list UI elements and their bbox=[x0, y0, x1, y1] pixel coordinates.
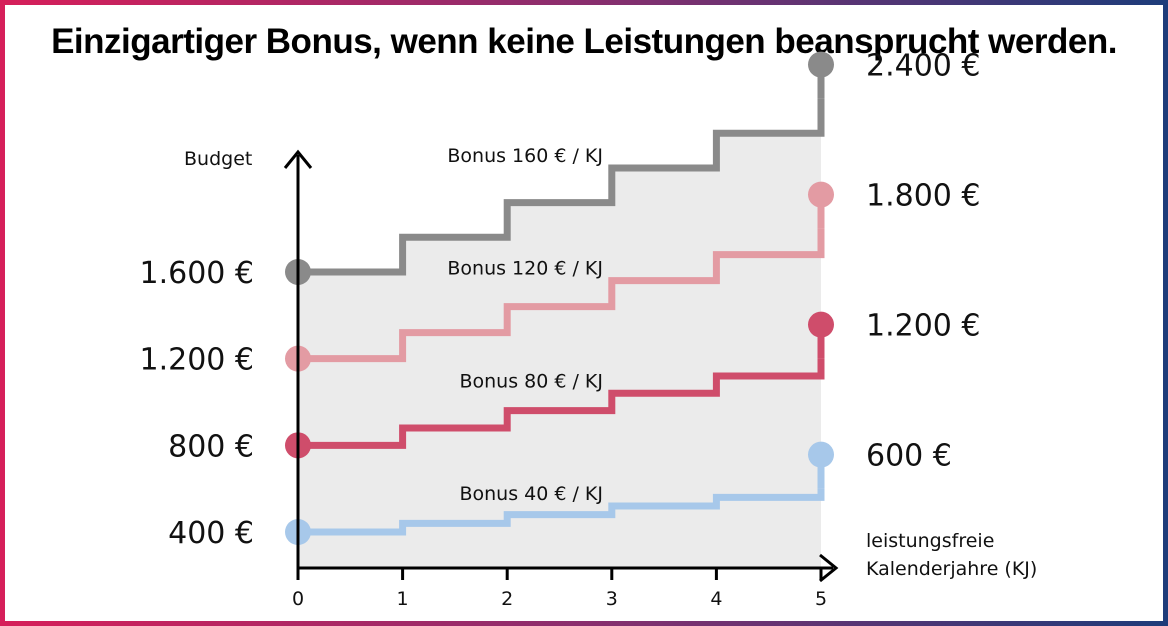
series-step-line-2 bbox=[298, 358, 825, 449]
series-end-point-2 bbox=[808, 311, 834, 338]
x-axis-label-line1: leistungsfreie bbox=[866, 530, 994, 552]
series-start-label-3: 400 € bbox=[168, 516, 254, 551]
x-tick-label-5: 5 bbox=[815, 588, 827, 610]
x-axis-arrow bbox=[819, 553, 839, 583]
y-axis-label: Budget bbox=[184, 148, 252, 170]
x-axis-label-line2: Kalenderjahre (KJ) bbox=[866, 558, 1037, 580]
series-end-point-0 bbox=[808, 51, 834, 78]
x-tick-label-3: 3 bbox=[606, 588, 618, 610]
series-step-line-3 bbox=[298, 488, 825, 536]
series-end-label-1: 1.800 € bbox=[866, 179, 981, 214]
x-tick-label-1: 1 bbox=[397, 588, 409, 610]
chart-title: Einzigartiger Bonus, wenn keine Leistung… bbox=[51, 22, 1117, 61]
x-tick-label-4: 4 bbox=[710, 588, 722, 610]
x-tick-label-0: 0 bbox=[292, 588, 304, 610]
series-start-label-2: 800 € bbox=[168, 429, 254, 464]
series-end-point-3 bbox=[808, 441, 834, 468]
series-bonus-label-0: Bonus 160 € / KJ bbox=[447, 145, 603, 167]
series-step-line-0 bbox=[298, 98, 825, 276]
series-start-label-1: 1.200 € bbox=[139, 343, 254, 378]
x-tick-label-2: 2 bbox=[501, 588, 513, 610]
series-bonus-label-3: Bonus 40 € / KJ bbox=[459, 483, 603, 505]
series-end-label-2: 1.200 € bbox=[866, 309, 981, 344]
series-end-point-1 bbox=[808, 181, 834, 208]
y-axis-arrow bbox=[283, 149, 313, 169]
series-end-label-0: 2.400 € bbox=[866, 49, 981, 84]
series-step-line-1 bbox=[298, 228, 825, 363]
series-end-label-3: 600 € bbox=[866, 439, 952, 474]
series-bonus-label-2: Bonus 80 € / KJ bbox=[459, 370, 603, 392]
plot-background-area bbox=[298, 98, 821, 568]
series-start-label-0: 1.600 € bbox=[139, 256, 254, 291]
series-bonus-label-1: Bonus 120 € / KJ bbox=[447, 258, 603, 280]
